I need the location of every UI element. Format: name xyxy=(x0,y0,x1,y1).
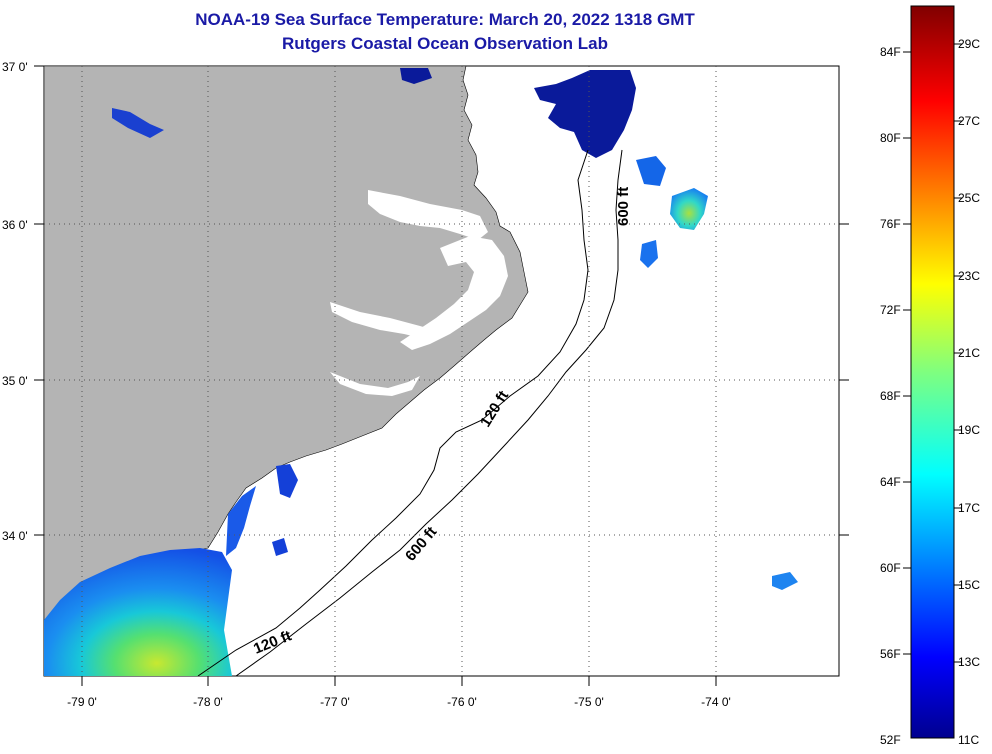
colorbar-c-label: 19C xyxy=(958,423,980,437)
colorbar-c-label: 27C xyxy=(958,114,980,128)
pamlico-sound xyxy=(400,236,508,350)
colorbar-f-label: 84F xyxy=(880,45,901,59)
colorbar-c-label: 17C xyxy=(958,501,980,515)
sst-lake-blue xyxy=(112,108,164,138)
colorbar-f-label: 68F xyxy=(880,389,901,403)
lon-label: -78 0' xyxy=(193,695,223,709)
colorbar-f-label: 64F xyxy=(880,475,901,489)
sst-offshore-blue-2 xyxy=(640,240,658,268)
sst-south xyxy=(44,548,232,676)
sst-offshore-warm xyxy=(670,188,708,230)
colorbar-f-label: 60F xyxy=(880,561,901,575)
colorbar-f-label: 72F xyxy=(880,303,901,317)
colorbar-ticks xyxy=(903,43,962,663)
contour-600ft xyxy=(235,149,623,676)
lat-label: 35 0' xyxy=(2,374,28,388)
colorbar-f-label: 56F xyxy=(880,647,901,661)
colorbar-f-label: 80F xyxy=(880,131,901,145)
colorbar-f-label: 52F xyxy=(880,733,901,747)
map-title: NOAA-19 Sea Surface Temperature: March 2… xyxy=(195,10,695,29)
colorbar-c-label: 15C xyxy=(958,578,980,592)
lon-label: -79 0' xyxy=(67,695,97,709)
sst-offshore-blue xyxy=(636,156,666,186)
colorbar-c-label: 23C xyxy=(958,269,980,283)
colorbar-c-label: 13C xyxy=(958,655,980,669)
lon-label: -74 0' xyxy=(701,695,731,709)
lat-label: 36 0' xyxy=(2,218,28,232)
sst-coast-strip xyxy=(226,486,256,556)
sst-inland-blue xyxy=(276,464,298,498)
map-subtitle: Rutgers Coastal Ocean Observation Lab xyxy=(282,34,608,53)
sst-north-cold-2 xyxy=(400,68,432,84)
sst-inland-blue-2 xyxy=(272,538,288,556)
lon-label: -75 0' xyxy=(574,695,604,709)
grid-lines xyxy=(44,66,839,676)
colorbar-c-label: 21C xyxy=(958,346,980,360)
axis-ticks xyxy=(34,65,849,686)
colorbar-c-label: 11C xyxy=(958,733,979,747)
colorbar-c-label: 29C xyxy=(958,37,980,51)
lon-label: -76 0' xyxy=(447,695,477,709)
neuse-river xyxy=(330,372,420,396)
lon-label: -77 0' xyxy=(320,695,350,709)
colorbar-f-label: 76F xyxy=(880,217,901,231)
sst-offshore-blue-3 xyxy=(772,572,798,590)
pamlico-river xyxy=(330,302,440,340)
lat-label: 37 0' xyxy=(2,60,28,74)
albemarle-sound xyxy=(368,190,488,240)
contour-120ft xyxy=(197,149,589,676)
sst-north-cold xyxy=(534,70,636,158)
lat-label: 34 0' xyxy=(2,529,28,543)
colorbar-gradient xyxy=(910,5,955,739)
colorbar-c-label: 25C xyxy=(958,191,980,205)
contour-label-600-north: 600 ft xyxy=(615,187,632,226)
